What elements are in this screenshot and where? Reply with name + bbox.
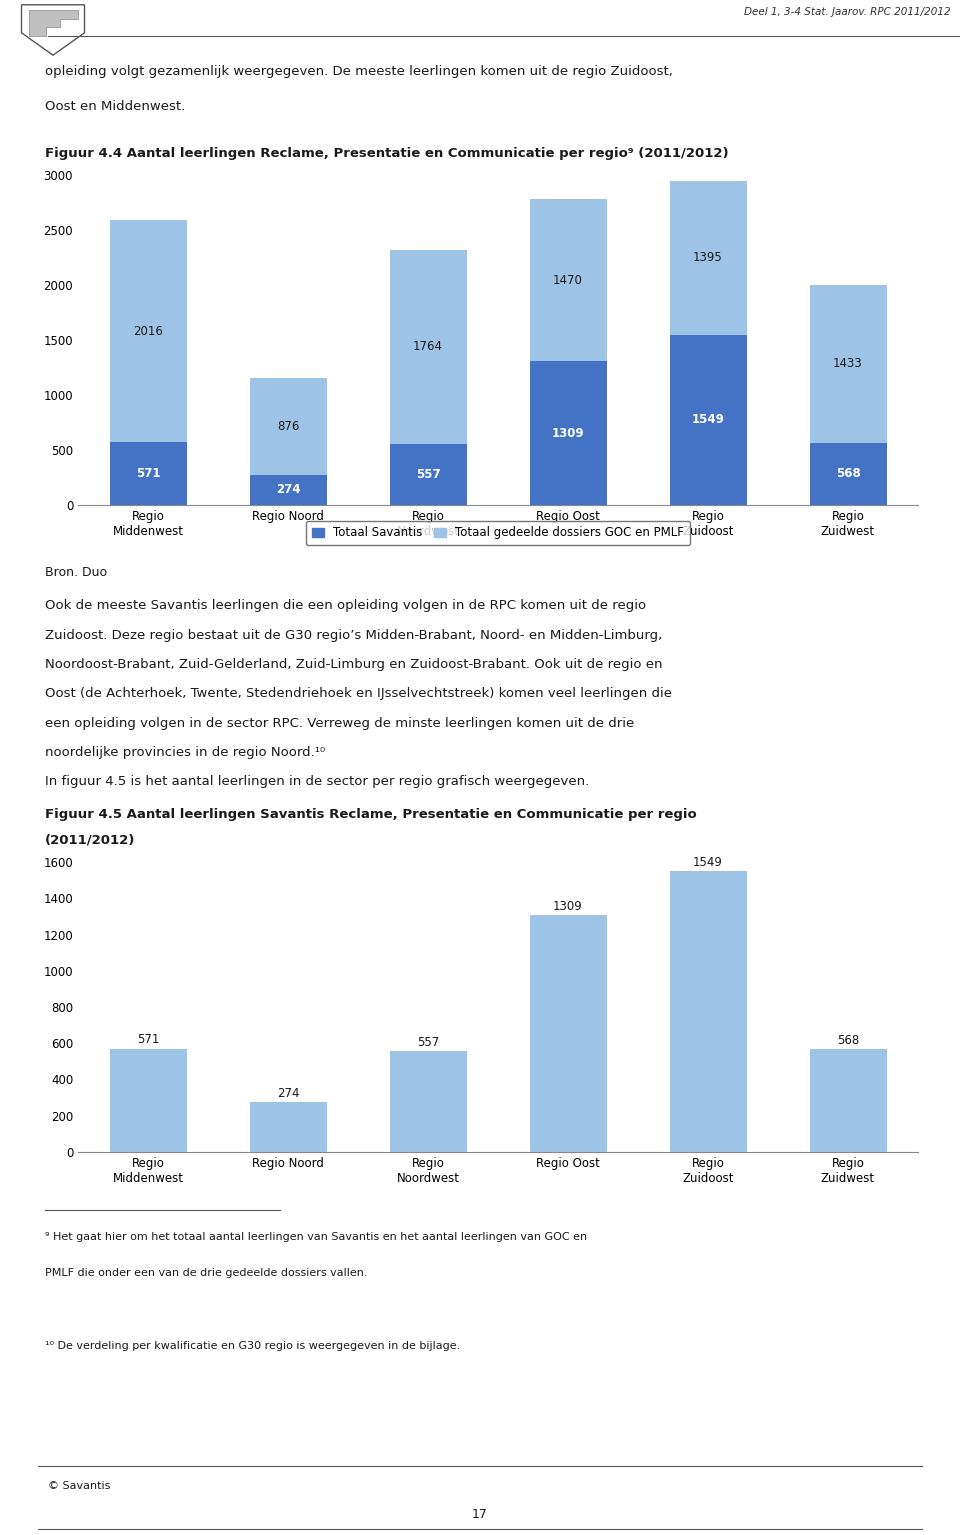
Text: 1395: 1395 xyxy=(693,252,723,264)
Text: 274: 274 xyxy=(276,1087,300,1101)
Text: Bron. Duo: Bron. Duo xyxy=(45,565,108,579)
Polygon shape xyxy=(29,11,78,35)
Text: ¹⁰ De verdeling per kwalificatie en G30 regio is weergegeven in de bijlage.: ¹⁰ De verdeling per kwalificatie en G30 … xyxy=(45,1340,460,1351)
Bar xyxy=(109,221,186,442)
Legend: Totaal Savantis, Totaal gedeelde dossiers GOC en PMLF: Totaal Savantis, Totaal gedeelde dossier… xyxy=(306,520,690,545)
Bar xyxy=(250,379,326,474)
Text: 17: 17 xyxy=(472,1507,488,1521)
Bar xyxy=(530,915,607,1151)
Text: © Savantis: © Savantis xyxy=(48,1481,110,1490)
Bar xyxy=(250,1102,326,1151)
Text: PMLF die onder een van de drie gedeelde dossiers vallen.: PMLF die onder een van de drie gedeelde … xyxy=(45,1268,368,1279)
Text: Figuur 4.4 Aantal leerlingen Reclame, Presentatie en Communicatie per regio⁹ (20: Figuur 4.4 Aantal leerlingen Reclame, Pr… xyxy=(45,147,729,161)
Bar xyxy=(390,1051,467,1151)
Text: (2011/2012): (2011/2012) xyxy=(45,834,135,846)
Bar xyxy=(809,442,886,505)
Bar xyxy=(530,200,607,361)
Bar xyxy=(530,361,607,505)
Text: In figuur 4.5 is het aantal leerlingen in de sector per regio grafisch weergegev: In figuur 4.5 is het aantal leerlingen i… xyxy=(45,775,589,787)
Text: opleiding volgt gezamenlijk weergegeven. De meeste leerlingen komen uit de regio: opleiding volgt gezamenlijk weergegeven.… xyxy=(45,64,673,78)
Text: 2016: 2016 xyxy=(133,325,163,338)
Text: 1433: 1433 xyxy=(833,358,863,370)
Text: 571: 571 xyxy=(135,467,160,480)
Text: Noordoost-Brabant, Zuid-Gelderland, Zuid-Limburg en Zuidoost-Brabant. Ook uit de: Noordoost-Brabant, Zuid-Gelderland, Zuid… xyxy=(45,659,662,671)
Text: ⁹ Het gaat hier om het totaal aantal leerlingen van Savantis en het aantal leerl: ⁹ Het gaat hier om het totaal aantal lee… xyxy=(45,1231,588,1242)
Bar xyxy=(390,444,467,505)
Text: een opleiding volgen in de sector RPC. Verreweg de minste leerlingen komen uit d: een opleiding volgen in de sector RPC. V… xyxy=(45,717,635,729)
Text: 571: 571 xyxy=(137,1033,159,1047)
Text: 568: 568 xyxy=(835,467,860,480)
Text: 1549: 1549 xyxy=(693,857,723,869)
Text: 1470: 1470 xyxy=(553,273,583,287)
Bar xyxy=(109,442,186,505)
Bar xyxy=(390,250,467,444)
Text: 1764: 1764 xyxy=(413,341,443,353)
Text: 557: 557 xyxy=(417,1036,439,1048)
Text: 557: 557 xyxy=(416,468,441,480)
Bar xyxy=(669,181,747,335)
Text: noordelijke provincies in de regio Noord.¹⁰: noordelijke provincies in de regio Noord… xyxy=(45,746,325,758)
Bar xyxy=(250,474,326,505)
Bar xyxy=(809,1048,886,1151)
Text: Oost en Middenwest.: Oost en Middenwest. xyxy=(45,100,185,112)
Text: 876: 876 xyxy=(276,421,300,433)
Text: Oost (de Achterhoek, Twente, Stedendriehoek en IJsselvechtstreek) komen veel lee: Oost (de Achterhoek, Twente, Stedendrieh… xyxy=(45,688,672,700)
Text: Deel 1, 3-4 Stat. Jaarov. RPC 2011/2012: Deel 1, 3-4 Stat. Jaarov. RPC 2011/2012 xyxy=(744,8,950,17)
Text: Zuidoost. Deze regio bestaat uit de G30 regio’s Midden-Brabant, Noord- en Midden: Zuidoost. Deze regio bestaat uit de G30 … xyxy=(45,629,662,642)
Text: 568: 568 xyxy=(837,1035,859,1047)
Bar xyxy=(669,872,747,1151)
Text: Ook de meeste Savantis leerlingen die een opleiding volgen in de RPC komen uit d: Ook de meeste Savantis leerlingen die ee… xyxy=(45,600,646,612)
Text: 1309: 1309 xyxy=(553,900,583,913)
Bar xyxy=(809,286,886,442)
Bar xyxy=(109,1048,186,1151)
Text: 1309: 1309 xyxy=(552,427,585,439)
Bar xyxy=(669,335,747,505)
Text: 274: 274 xyxy=(276,484,300,496)
Text: Figuur 4.5 Aantal leerlingen Savantis Reclame, Presentatie en Communicatie per r: Figuur 4.5 Aantal leerlingen Savantis Re… xyxy=(45,807,697,821)
Text: 1549: 1549 xyxy=(691,413,725,427)
